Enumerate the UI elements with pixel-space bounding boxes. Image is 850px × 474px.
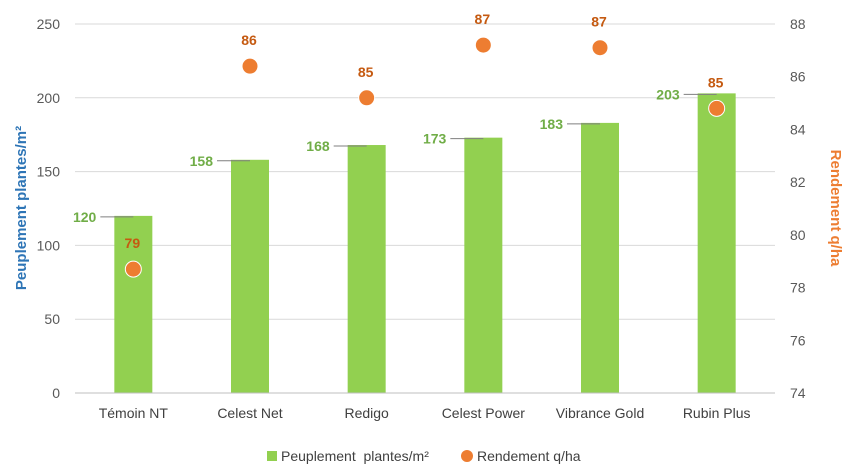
bar bbox=[697, 93, 736, 393]
point-marker bbox=[241, 57, 259, 75]
right-tick-label: 84 bbox=[790, 121, 806, 137]
category-label: Rubin Plus bbox=[683, 405, 751, 421]
point-marker bbox=[708, 99, 726, 117]
point-data-label: 85 bbox=[358, 64, 374, 80]
bar-data-label: 203 bbox=[656, 86, 680, 102]
legend-point-label: Rendement q/ha bbox=[477, 448, 581, 464]
category-label: Celest Power bbox=[442, 405, 526, 421]
left-tick-label: 200 bbox=[37, 90, 61, 106]
left-tick-label: 0 bbox=[52, 385, 60, 401]
point-data-label: 79 bbox=[125, 235, 141, 251]
right-tick-label: 86 bbox=[790, 69, 806, 85]
point-marker bbox=[591, 39, 609, 57]
bar-data-label: 183 bbox=[540, 116, 564, 132]
right-axis-ticks: 74 76 78 80 82 84 86 88 bbox=[790, 16, 806, 401]
bar-data-label: 120 bbox=[73, 209, 97, 225]
legend-bar-label: Peuplement plantes/m² bbox=[281, 448, 429, 464]
left-axis-ticks: 0 50 100 150 200 250 bbox=[37, 16, 61, 401]
point-data-label: 86 bbox=[241, 32, 257, 48]
category-label: Celest Net bbox=[217, 405, 282, 421]
bar bbox=[114, 215, 153, 393]
left-axis-title: Peuplement plantes/m² bbox=[13, 126, 30, 290]
right-axis-title: Rendement q/ha bbox=[827, 150, 844, 267]
right-tick-label: 74 bbox=[790, 385, 806, 401]
bar-series bbox=[114, 93, 736, 393]
category-label: Témoin NT bbox=[99, 405, 169, 421]
category-label: Redigo bbox=[344, 405, 389, 421]
point-marker bbox=[474, 36, 492, 54]
point-marker bbox=[124, 260, 142, 278]
bar bbox=[581, 122, 619, 393]
point-data-label: 87 bbox=[591, 14, 607, 30]
left-tick-label: 50 bbox=[44, 311, 60, 327]
right-tick-label: 78 bbox=[790, 280, 806, 296]
leader-lines bbox=[100, 93, 717, 218]
point-data-label: 87 bbox=[475, 11, 491, 27]
bar bbox=[464, 137, 503, 393]
right-tick-label: 88 bbox=[790, 16, 806, 32]
category-label: Vibrance Gold bbox=[556, 405, 644, 421]
bar-data-label: 158 bbox=[190, 153, 214, 169]
legend-point-swatch bbox=[461, 450, 473, 462]
right-tick-label: 76 bbox=[790, 332, 806, 348]
legend-bar-swatch bbox=[267, 451, 277, 461]
point-data-label: 85 bbox=[708, 74, 724, 90]
point-series bbox=[124, 36, 726, 278]
category-labels: Témoin NT Celest Net Redigo Celest Power Vib… bbox=[99, 405, 751, 421]
point-marker bbox=[358, 89, 376, 107]
left-tick-label: 250 bbox=[37, 16, 61, 32]
bar-data-label: 173 bbox=[423, 131, 447, 147]
point-data-labels: 79 86 85 87 87 85 bbox=[125, 11, 724, 251]
bar-data-labels: 120 158 168 173 183 203 bbox=[73, 86, 680, 225]
left-tick-label: 150 bbox=[37, 164, 61, 180]
bar bbox=[347, 145, 386, 393]
gridlines bbox=[75, 23, 775, 320]
right-tick-label: 80 bbox=[790, 227, 806, 243]
bar bbox=[231, 159, 269, 393]
right-tick-label: 82 bbox=[790, 174, 806, 190]
legend: Peuplement plantes/m² Rendement q/ha bbox=[267, 448, 581, 464]
bar-data-label: 168 bbox=[306, 138, 330, 154]
left-tick-label: 100 bbox=[37, 237, 61, 253]
